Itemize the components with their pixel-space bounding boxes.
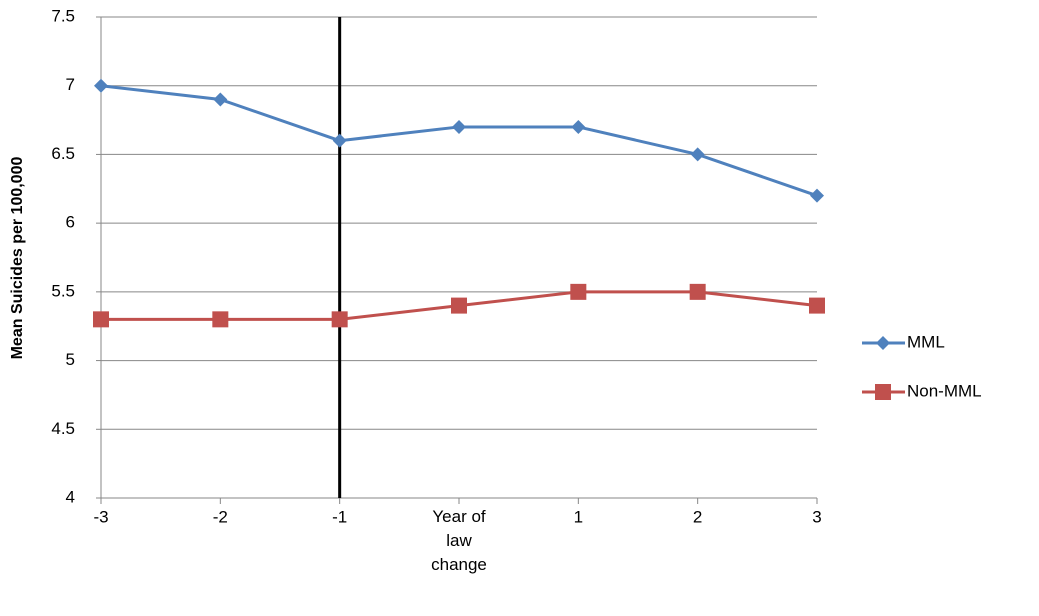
- marker: [451, 297, 467, 314]
- y-tick-label: 5: [66, 350, 75, 369]
- legend-label: MML: [907, 332, 945, 351]
- legend-marker: [875, 384, 891, 400]
- x-tick-label: -1: [332, 507, 347, 526]
- marker: [810, 188, 824, 203]
- marker: [93, 311, 109, 328]
- marker: [213, 92, 228, 107]
- x-tick-label: 2: [693, 507, 702, 526]
- x-tick-label: 1: [574, 507, 583, 526]
- marker: [452, 119, 466, 134]
- y-tick-label: 7: [66, 75, 75, 94]
- y-tick-label: 6: [66, 213, 75, 232]
- x-tick-label: -2: [213, 507, 228, 526]
- legend-marker: [876, 336, 890, 350]
- marker: [690, 147, 705, 162]
- marker: [689, 283, 706, 300]
- marker: [94, 78, 108, 93]
- y-tick-label: 5.5: [51, 281, 75, 300]
- y-tick-label: 6.5: [51, 144, 75, 163]
- x-tick-label: Year of law change: [431, 507, 487, 574]
- series-line: [100, 84, 818, 198]
- marker: [809, 297, 825, 314]
- legend-label: Non-MML: [907, 381, 982, 400]
- y-tick-label: 7.5: [51, 6, 75, 25]
- x-tick-label: 3: [812, 507, 821, 526]
- marker: [331, 311, 348, 328]
- y-tick-label: 4: [66, 487, 75, 506]
- y-tick-label: 4.5: [51, 419, 75, 438]
- x-tick-label: -3: [93, 507, 108, 526]
- marker: [332, 133, 347, 148]
- marker: [571, 119, 586, 134]
- marker: [570, 283, 587, 300]
- marker: [212, 311, 229, 328]
- y-axis-label: Mean Suicides per 100,000: [9, 157, 26, 360]
